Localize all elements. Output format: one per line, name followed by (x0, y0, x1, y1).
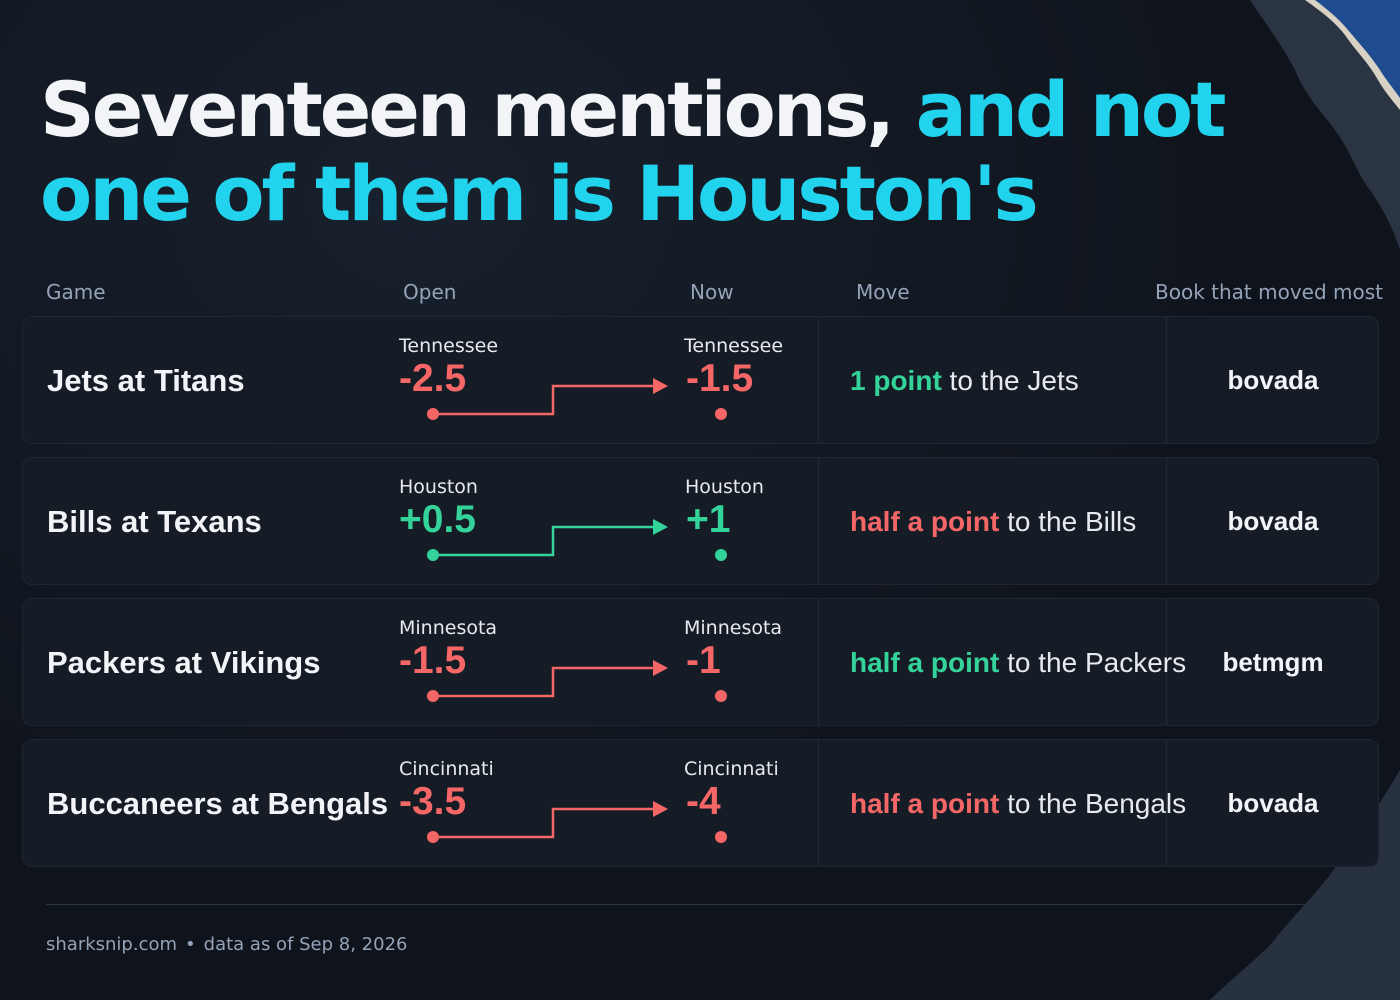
sportsbook-name: bovada (1227, 506, 1319, 536)
footer-separator: • (185, 934, 196, 955)
column-divider (818, 317, 819, 443)
column-header-book: Book that moved most (1155, 280, 1383, 304)
now-team-label: Tennessee (684, 335, 784, 357)
column-divider (1166, 317, 1167, 443)
column-divider (1166, 740, 1167, 866)
footer: sharksnip.com • data as of Sep 8, 2026 (46, 934, 407, 955)
move-description: half a point to the Packers (850, 647, 1186, 679)
move-description: 1 point to the Jets (850, 365, 1079, 397)
move-direction: to the Packers (999, 647, 1187, 678)
game-name: Buccaneers at Bengals (47, 786, 389, 821)
move-description: half a point to the Bengals (850, 788, 1186, 820)
line-movement-arrow (427, 660, 727, 702)
move-description: half a point to the Bills (850, 506, 1136, 538)
open-line-value: -2.5 (399, 357, 467, 400)
table-row: Jets at Titans Tennessee -2.5 Tennessee … (22, 316, 1379, 444)
sportsbook-name: betmgm (1222, 647, 1324, 677)
column-header-open: Open (403, 280, 457, 304)
sportsbook-name: bovada (1227, 365, 1319, 395)
column-divider (818, 740, 819, 866)
open-team-label: Tennessee (399, 335, 499, 357)
open-line-value: -3.5 (399, 780, 467, 823)
line-movement-arrow (427, 519, 727, 561)
now-line-value: -1.5 (686, 357, 754, 400)
move-direction: to the Bills (999, 506, 1137, 537)
line-movement-arrow (427, 378, 727, 420)
table-row: Buccaneers at Bengals Cincinnati -3.5 Ci… (22, 739, 1379, 867)
now-team-label: Houston (685, 476, 764, 498)
open-line-value: -1.5 (399, 639, 467, 682)
move-amount: half a point (850, 506, 1000, 537)
game-name: Bills at Texans (47, 504, 262, 539)
title-accent-part-2: one of them is Houston's (40, 149, 1039, 238)
now-line-value: -1 (686, 639, 721, 682)
game-name: Packers at Vikings (47, 645, 321, 680)
site-link[interactable]: sharksnip.com (46, 934, 178, 955)
table-row: Bills at Texans Houston +0.5 Houston +1 … (22, 457, 1379, 585)
open-line-value: +0.5 (399, 498, 476, 541)
game-name: Jets at Titans (47, 363, 245, 398)
now-line-value: +1 (686, 498, 731, 541)
open-team-label: Houston (399, 476, 478, 498)
title-accent-part-1: and not (915, 65, 1227, 154)
page-title: Seventeen mentions, and not one of them … (40, 68, 1260, 236)
table-row: Packers at Vikings Minnesota -1.5 Minnes… (22, 598, 1379, 726)
footer-divider (46, 904, 1380, 905)
sportsbook-name: bovada (1227, 788, 1319, 818)
move-amount: half a point (850, 647, 1000, 678)
now-line-value: -4 (686, 780, 721, 823)
column-divider (818, 599, 819, 725)
now-team-label: Minnesota (684, 617, 783, 639)
line-movement-arrow (427, 801, 727, 843)
move-amount: 1 point (850, 365, 942, 396)
column-header-game: Game (46, 280, 106, 304)
open-team-label: Minnesota (399, 617, 498, 639)
move-direction: to the Bengals (999, 788, 1187, 819)
data-date: data as of Sep 8, 2026 (203, 934, 408, 955)
column-divider (1166, 458, 1167, 584)
open-team-label: Cincinnati (399, 758, 494, 780)
column-divider (818, 458, 819, 584)
move-amount: half a point (850, 788, 1000, 819)
column-divider (1166, 599, 1167, 725)
now-team-label: Cincinnati (684, 758, 779, 780)
column-header-move: Move (856, 280, 910, 304)
column-header-now: Now (690, 280, 734, 304)
title-white-part: Seventeen mentions, (40, 65, 916, 154)
move-direction: to the Jets (941, 365, 1079, 396)
